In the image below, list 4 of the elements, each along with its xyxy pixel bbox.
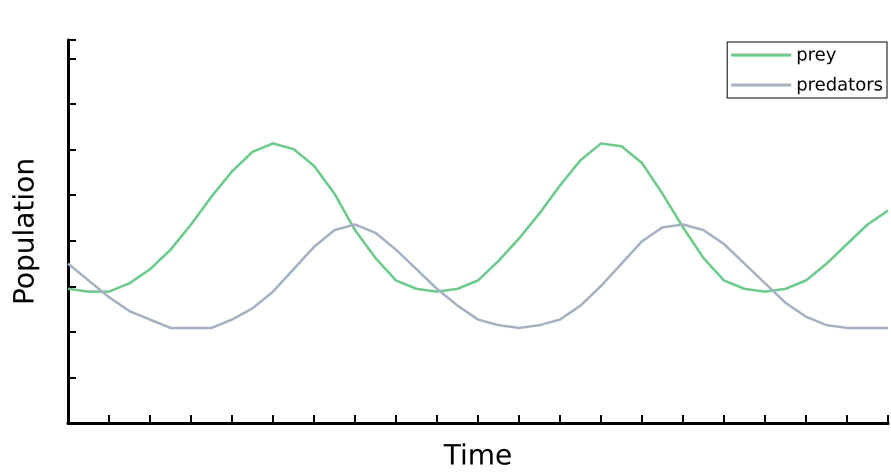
legend-label: predators [796, 74, 884, 96]
x-axis-title: Time [442, 438, 512, 472]
legend-label: prey [796, 44, 837, 66]
y-axis-title: Population [8, 158, 40, 306]
